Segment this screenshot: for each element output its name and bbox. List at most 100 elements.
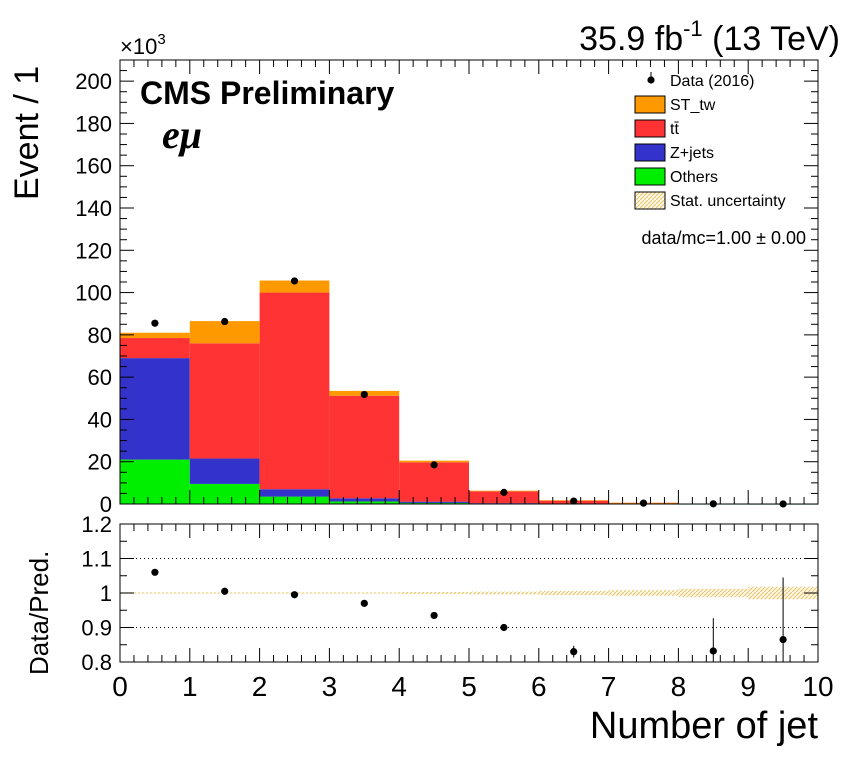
ratio-band-bin-3: [329, 592, 400, 594]
main-y-tick-label: 0: [100, 492, 112, 517]
main-y-tick-label: 140: [75, 196, 112, 221]
ratio-y-tick-label: 0.9: [81, 616, 112, 641]
legend-zjets-swatch: [634, 143, 666, 162]
data-point-bin-1: [221, 317, 229, 326]
ratio-point-bin-0: [151, 568, 159, 576]
bar-zjets-bin-4: [399, 501, 469, 503]
ratio-x-ticks: 0 1 2 3 4 5 6 7 8 9 10: [112, 524, 834, 702]
legend-tt-label: tt̄: [670, 121, 679, 138]
x-tick-label: 3: [322, 671, 338, 702]
bar-tt-bin-0: [120, 338, 190, 359]
main-y-tick-label: 60: [88, 365, 112, 390]
ratio-y-tick-label: 1.1: [81, 547, 112, 572]
bar-others-bin-2: [259, 496, 330, 504]
legend-data2016-marker: [647, 76, 655, 84]
channel-label: eμ: [162, 112, 202, 157]
bar-zjets-bin-1: [189, 458, 260, 484]
main-y-tick-label: 160: [75, 154, 112, 179]
ratio-y-axis-title: Data/Pred.: [24, 551, 54, 675]
data-point-bin-5: [500, 488, 508, 496]
x-tick-label: 8: [671, 671, 687, 702]
bar-tt-bin-1: [189, 343, 260, 459]
main-y-tick-label: 200: [75, 69, 112, 94]
x-tick-label: 0: [112, 671, 128, 702]
ratio-y-tick-label: 0.8: [81, 650, 112, 675]
ratio-point-bin-5: [500, 623, 508, 632]
data-point-bin-3: [360, 390, 368, 399]
ratio-band-bin-7: [608, 590, 679, 596]
x-tick-label: 2: [252, 671, 268, 702]
luminosity-label: 35.9 fb-1 (13 TeV): [579, 16, 840, 58]
ratio-point-bin-3: [360, 599, 368, 607]
ratio-y-tick-label: 1.2: [81, 512, 112, 537]
bar-sttw-bin-0: [120, 332, 190, 339]
ratio-point-bin-8: [709, 647, 717, 655]
main-y-tick-label: 20: [88, 450, 112, 475]
bar-others-bin-0: [120, 459, 190, 504]
main-y-tick-label: 40: [88, 407, 112, 432]
bar-zjets-bin-0: [120, 358, 190, 460]
bar-tt-bin-3: [329, 395, 400, 499]
ratio-point-bin-6: [570, 648, 578, 656]
ratio-plot-area: 0.8 0.9 1 1.1 1.2 0 1 2 3 4 5 6 7 8 9 10: [81, 512, 833, 702]
bar-others-bin-4: [399, 502, 469, 504]
bar-zjets-bin-2: [259, 489, 330, 497]
bar-sttw-bin-1: [189, 321, 260, 344]
ratio-summary: data/mc=1.00 ± 0.00: [642, 228, 807, 248]
x-tick-label: 10: [802, 671, 833, 702]
y-axis-title: Event / 1: [8, 66, 46, 200]
legend-data2016-label: Data (2016): [670, 73, 755, 90]
y-axis-exponent: ×103: [120, 31, 166, 59]
legend-others-swatch: [634, 167, 666, 186]
ratio-point-bin-1: [221, 587, 229, 595]
x-tick-label: 7: [601, 671, 617, 702]
x-tick-label: 1: [182, 671, 198, 702]
x-tick-label: 6: [531, 671, 547, 702]
data-point-bin-7: [639, 499, 648, 507]
ratio-points: [151, 568, 787, 662]
ratio-y-ticks: 0.8 0.9 1 1.1 1.2: [81, 512, 818, 675]
ratio-point-bin-2: [290, 591, 299, 599]
main-y-tick-label: 80: [88, 323, 112, 348]
bar-zjets-bin-5: [469, 503, 539, 504]
bar-zjets-bin-3: [329, 498, 400, 502]
main-y-ticks: 0 20 40 60 80 100 120 140 160 180 200: [75, 59, 818, 517]
legend: Data (2016) ST_tw tt̄ Z+jets Others Stat. unc…: [634, 72, 786, 210]
bar-others-bin-3: [329, 501, 400, 504]
bar-tt-bin-4: [399, 462, 469, 502]
bar-others-bin-1: [189, 483, 260, 504]
main-y-tick-label: 100: [75, 281, 112, 306]
x-tick-label: 4: [391, 671, 407, 702]
x-tick-label: 5: [461, 671, 477, 702]
legend-zjets-label: Z+jets: [670, 145, 714, 162]
stack-bars: [120, 280, 818, 505]
main-y-tick-label: 120: [75, 238, 112, 263]
legend-statuncertainty-label: Stat. uncertainty: [670, 193, 786, 210]
ratio-y-tick-label: 1: [100, 581, 112, 606]
legend-sttw-label: ST_tw: [670, 97, 716, 114]
legend-statuncertainty-swatch: [634, 191, 666, 210]
data-point-bin-4: [430, 461, 438, 469]
main-x-ticks: [119, 60, 819, 504]
ratio-band-bin-5: [469, 591, 539, 595]
main-plot-area: 0 20 40 60 80 100 120 140 160 180 200: [75, 59, 819, 517]
bar-tt-bin-2: [259, 292, 330, 490]
x-tick-label: 9: [740, 671, 756, 702]
data-point-bin-2: [290, 277, 299, 285]
main-y-tick-label: 180: [75, 111, 112, 136]
data-point-bin-0: [151, 319, 159, 327]
experiment-label: CMS Preliminary: [140, 75, 395, 111]
legend-sttw-swatch: [634, 95, 666, 114]
x-axis-title: Number of jet: [590, 705, 819, 747]
data-point-bin-6: [570, 497, 578, 505]
ratio-point-bin-9: [779, 635, 787, 644]
ratio-band-bin-8: [678, 588, 749, 598]
ratio-band-bin-4: [399, 591, 469, 595]
ratio-band-bin-0: [120, 592, 190, 594]
legend-tt-swatch: [634, 119, 666, 138]
ratio-band-bin-6: [538, 590, 609, 596]
bar-tt-bin-5: [469, 491, 539, 504]
data-points: [151, 277, 787, 508]
legend-others-label: Others: [670, 169, 718, 186]
